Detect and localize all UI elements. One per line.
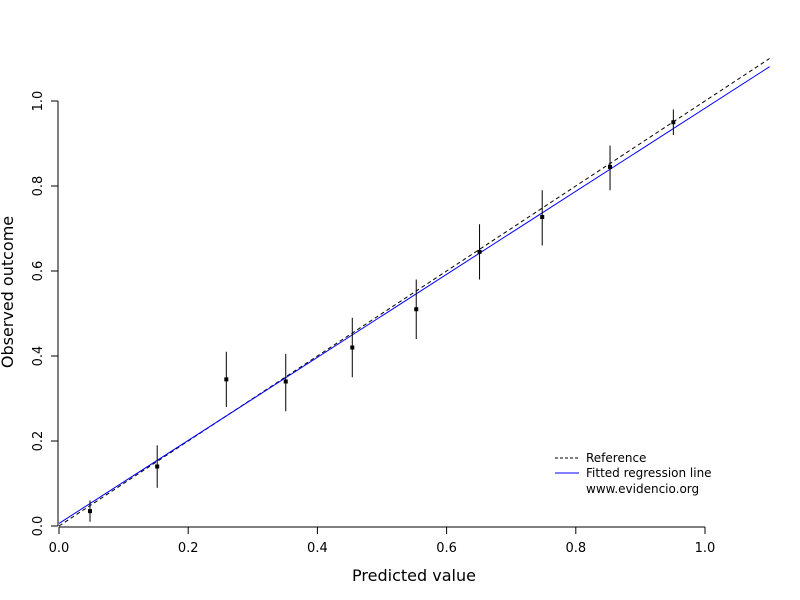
data-point-7: [477, 249, 482, 254]
y-tick-label: 0.2: [31, 431, 46, 452]
y-axis: 0.0 0.2 0.4 0.6 0.8 1.0: [31, 91, 59, 537]
y-tick-label: 1.0: [31, 91, 46, 112]
reference-line: [58, 58, 770, 527]
legend: Reference Fitted regression line www.evi…: [555, 451, 712, 496]
y-tick-label: 0.0: [31, 516, 46, 537]
x-tick-label: 0.0: [49, 541, 70, 556]
data-point-8: [540, 215, 545, 220]
legend-reference-label: Reference: [586, 451, 646, 465]
x-tick-label: 1.0: [695, 541, 716, 556]
data-point-5: [350, 345, 355, 350]
y-tick-label: 0.6: [31, 261, 46, 282]
x-axis-label: Predicted value: [352, 566, 476, 585]
data-point-1: [88, 509, 93, 514]
data-points-layer: [88, 109, 676, 522]
fitted-regression-line: [58, 66, 770, 524]
data-point-10: [671, 120, 676, 125]
x-tick-label: 0.2: [178, 541, 199, 556]
x-tick-label: 0.4: [307, 541, 328, 556]
data-point-9: [608, 164, 613, 169]
data-point-6: [414, 307, 419, 312]
legend-fitted-label: Fitted regression line: [586, 466, 712, 480]
lines-layer: [58, 58, 770, 527]
legend-source-label: www.evidencio.org: [586, 482, 699, 496]
data-point-2: [155, 464, 160, 469]
data-point-4: [283, 379, 288, 384]
y-tick-label: 0.4: [31, 346, 46, 367]
x-tick-label: 0.8: [565, 541, 586, 556]
x-axis: 0.0 0.2 0.4 0.6 0.8 1.0: [49, 526, 716, 556]
y-tick-label: 0.8: [31, 176, 46, 197]
x-tick-label: 0.6: [436, 541, 457, 556]
y-axis-label: Observed outcome: [0, 216, 17, 368]
data-point-3: [224, 377, 229, 382]
